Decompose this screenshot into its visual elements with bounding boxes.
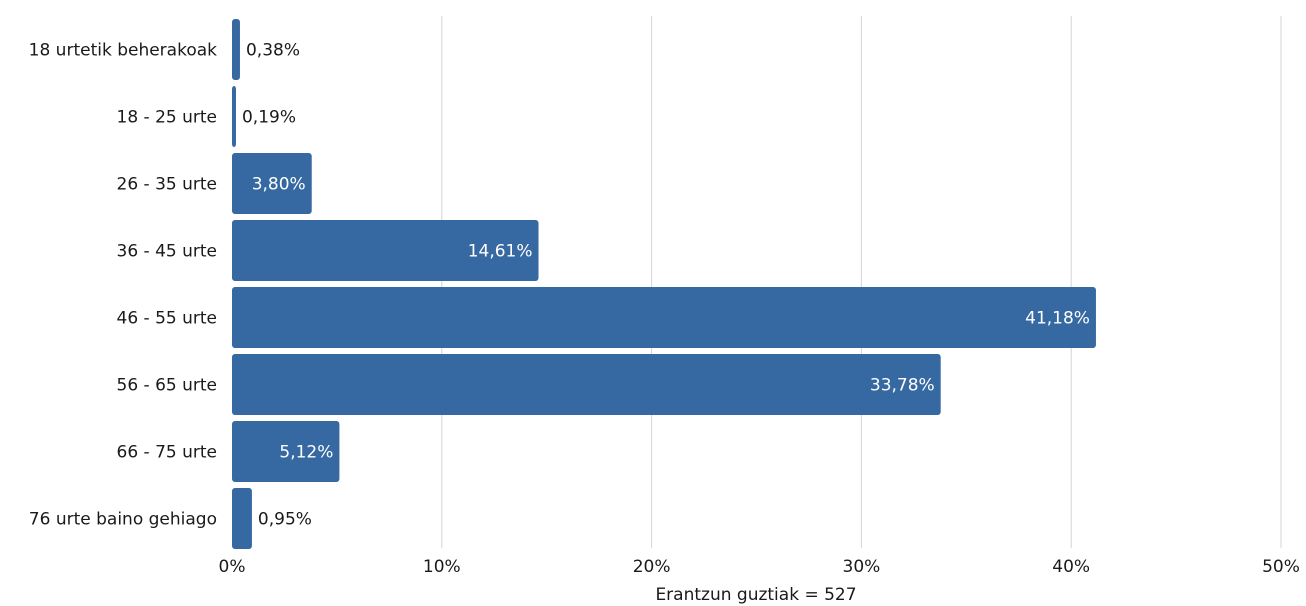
x-tick-label: 10% <box>423 557 461 577</box>
x-tick-label: 40% <box>1052 557 1090 577</box>
bar <box>232 421 340 482</box>
category-label: 76 urte baino gehiago <box>29 510 217 530</box>
x-tick-label: 50% <box>1262 557 1300 577</box>
category-label: 46 - 55 urte <box>117 309 218 329</box>
category-label: 66 - 75 urte <box>117 443 218 463</box>
x-axis-title: Erantzun guztiak = 527 <box>655 585 856 605</box>
data-label: 0,95% <box>258 510 312 530</box>
bar <box>232 488 252 549</box>
category-label: 18 - 25 urte <box>117 108 218 128</box>
x-tick-label: 30% <box>843 557 881 577</box>
bar <box>232 153 312 214</box>
data-label: 5,12% <box>279 443 333 463</box>
bar <box>232 86 236 147</box>
data-label: 0,38% <box>246 41 300 61</box>
data-label: 0,19% <box>242 108 296 128</box>
data-label: 33,78% <box>870 376 935 396</box>
category-label: 56 - 65 urte <box>117 376 218 396</box>
bar <box>232 287 1096 348</box>
data-label: 41,18% <box>1025 309 1090 329</box>
category-label: 36 - 45 urte <box>117 242 218 262</box>
bar <box>232 220 539 281</box>
category-label: 18 urtetik beherakoak <box>29 41 218 61</box>
bar <box>232 19 240 80</box>
grid-lines <box>441 16 1282 548</box>
bar <box>232 354 941 415</box>
x-tick-label: 20% <box>633 557 671 577</box>
x-tick-label: 0% <box>219 557 246 577</box>
bars <box>232 19 1096 549</box>
x-axis-tick-labels: 0% 10% 20% 30% 40% 50% <box>219 557 1300 577</box>
data-labels: 0,38% 0,19% 3,80% 14,61% 41,18% 33,78% 5,12% 0,… <box>242 41 1090 530</box>
data-label: 3,80% <box>252 175 306 195</box>
category-label: 26 - 35 urte <box>117 175 218 195</box>
data-label: 14,61% <box>468 242 533 262</box>
category-labels: 18 urtetik beherakoak 18 - 25 urte 26 - 35… <box>29 41 218 530</box>
